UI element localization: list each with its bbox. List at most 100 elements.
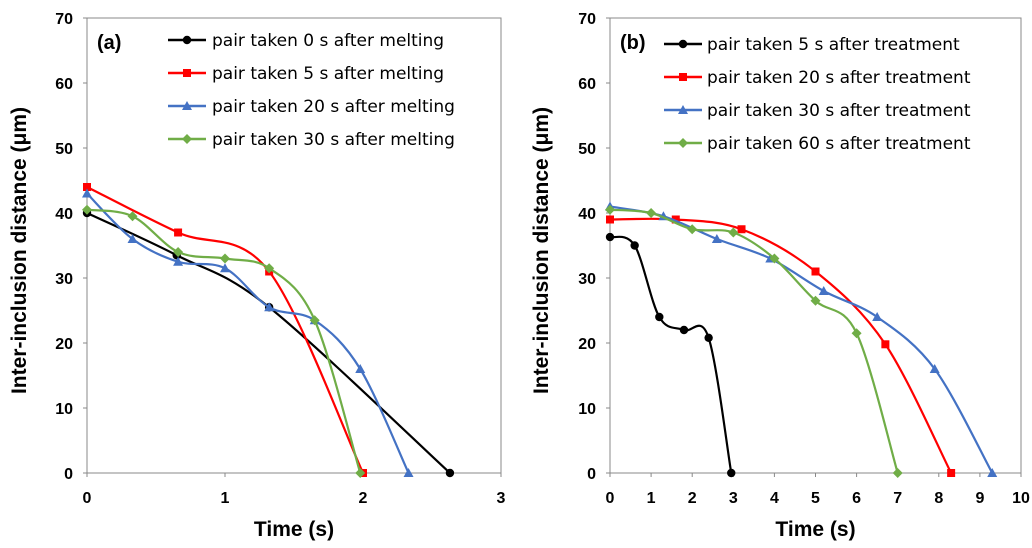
data-point bbox=[264, 263, 275, 274]
series-3 bbox=[82, 188, 414, 477]
data-point bbox=[872, 312, 883, 321]
x-axis-title: Time (s) bbox=[254, 518, 334, 541]
y-tick-label: 10 bbox=[55, 401, 73, 418]
y-axis-title: Inter-inclusion distance (μm) bbox=[8, 107, 31, 394]
y-tick-label: 70 bbox=[578, 11, 596, 28]
data-point bbox=[605, 232, 615, 242]
data-point bbox=[355, 468, 366, 478]
legend-swatch-marker bbox=[182, 35, 192, 45]
panel-label: (b) bbox=[620, 32, 646, 54]
data-point bbox=[220, 253, 230, 264]
legend: pair taken 5 s after treatment pair taken… bbox=[664, 35, 971, 154]
series-3 bbox=[605, 201, 998, 477]
x-tick-label: 1 bbox=[221, 490, 230, 507]
legend-entry: pair taken 30 s after melting bbox=[212, 130, 455, 150]
x-tick-label: 3 bbox=[729, 490, 738, 507]
y-tick-label: 60 bbox=[55, 76, 73, 93]
series-1 bbox=[605, 232, 736, 478]
data-point bbox=[264, 302, 275, 312]
data-point bbox=[83, 183, 91, 191]
data-point bbox=[704, 333, 713, 342]
series-line bbox=[609, 217, 953, 474]
x-tick-label: 7 bbox=[893, 490, 902, 507]
x-tick-label: 6 bbox=[852, 490, 861, 507]
series-4 bbox=[82, 204, 366, 478]
legend-swatch-marker bbox=[679, 73, 687, 81]
data-point bbox=[403, 468, 414, 477]
data-point bbox=[671, 215, 680, 224]
y-tick-label: 0 bbox=[64, 466, 73, 483]
data-point bbox=[174, 228, 183, 237]
data-point bbox=[987, 468, 998, 477]
series-line bbox=[609, 208, 899, 474]
data-point bbox=[82, 204, 92, 215]
x-tick-label: 2 bbox=[359, 490, 368, 507]
chart-panel-a: 0 10 20 30 40 50 60 70 0 1 2 3 Time (s) Inter-inclusi… bbox=[8, 11, 506, 541]
y-tick-label: 50 bbox=[578, 141, 596, 158]
plot-frame bbox=[86, 17, 502, 474]
data-point bbox=[355, 364, 366, 373]
x-tick-label: 5 bbox=[811, 490, 820, 507]
y-tick-label: 40 bbox=[578, 206, 596, 223]
data-point bbox=[711, 234, 722, 243]
data-point bbox=[82, 188, 92, 198]
data-point bbox=[127, 234, 138, 243]
x-tick-label: 9 bbox=[975, 490, 984, 507]
data-point bbox=[947, 469, 956, 477]
legend-entry: pair taken 20 s after melting bbox=[212, 97, 455, 117]
legend-swatch-marker bbox=[678, 39, 688, 49]
series-2 bbox=[83, 183, 367, 477]
legend: pair taken 0 s after melting pair taken 5… bbox=[168, 31, 455, 150]
x-tick-label: 10 bbox=[1012, 490, 1030, 507]
legend-entry: pair taken 0 s after melting bbox=[212, 31, 444, 51]
data-point bbox=[679, 325, 689, 335]
y-tick-label: 0 bbox=[587, 466, 596, 483]
x-tick-label: 4 bbox=[770, 490, 779, 507]
y-tick-label: 50 bbox=[55, 141, 73, 158]
x-tick-label: 0 bbox=[606, 490, 615, 507]
data-point bbox=[173, 247, 184, 257]
series-line bbox=[609, 205, 994, 474]
x-tick-label: 3 bbox=[497, 490, 506, 507]
data-point bbox=[220, 263, 230, 273]
x-tick-label: 2 bbox=[688, 490, 697, 507]
y-tick-label: 20 bbox=[55, 336, 73, 353]
data-point bbox=[173, 256, 184, 266]
data-point bbox=[309, 315, 320, 326]
series-4 bbox=[605, 204, 903, 478]
y-tick-label: 10 bbox=[578, 401, 596, 418]
series-line bbox=[86, 208, 362, 474]
legend-swatch-marker bbox=[183, 69, 191, 77]
data-point bbox=[737, 225, 746, 234]
data-point bbox=[810, 295, 821, 306]
data-point bbox=[769, 253, 780, 264]
y-tick-label: 70 bbox=[55, 11, 73, 28]
series-line bbox=[609, 235, 733, 474]
data-point bbox=[687, 224, 698, 235]
data-point bbox=[892, 468, 903, 478]
data-point bbox=[655, 312, 664, 322]
y-tick-label: 60 bbox=[578, 76, 596, 93]
series-line bbox=[86, 212, 451, 474]
legend-swatch-marker bbox=[678, 105, 688, 114]
legend-entry: pair taken 5 s after melting bbox=[212, 64, 444, 84]
data-point bbox=[728, 227, 739, 238]
series-line bbox=[86, 186, 364, 474]
data-point bbox=[127, 211, 138, 222]
chart-panel-b: 0 10 20 30 40 50 60 70 0 1 2 3 4 5 6 7 8 9 10 Time (s) Inter… bbox=[530, 11, 1030, 541]
x-tick-label: 8 bbox=[934, 490, 943, 507]
panel-label: (a) bbox=[97, 32, 121, 54]
x-tick-label: 0 bbox=[83, 490, 92, 507]
data-point bbox=[818, 286, 829, 295]
y-tick-label: 40 bbox=[55, 206, 73, 223]
legend-swatch-marker bbox=[182, 134, 192, 144]
legend-swatch-marker bbox=[182, 101, 192, 110]
legend-swatch-marker bbox=[678, 138, 688, 148]
legend-entry: pair taken 60 s after treatment bbox=[707, 134, 971, 154]
y-tick-label: 20 bbox=[578, 336, 596, 353]
data-point bbox=[606, 215, 614, 224]
x-axis-title: Time (s) bbox=[775, 518, 855, 541]
data-point bbox=[929, 364, 940, 373]
legend-entry: pair taken 5 s after treatment bbox=[707, 35, 960, 55]
